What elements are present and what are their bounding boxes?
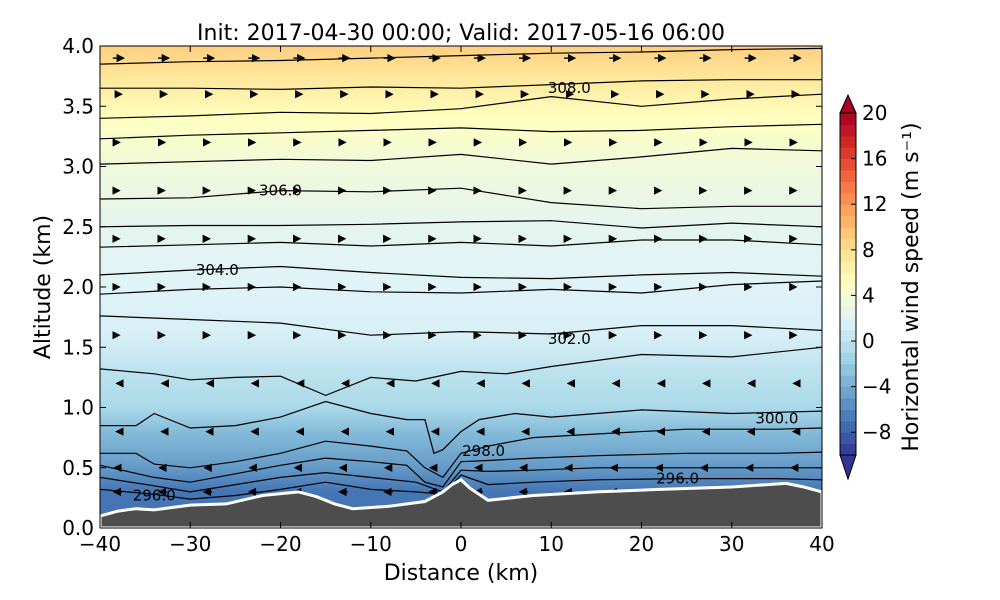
y-tick-label: 4.0 bbox=[62, 34, 94, 58]
colorbar-band bbox=[840, 124, 856, 137]
contour-label: 300.0 bbox=[755, 409, 798, 427]
y-tick-label: 0.0 bbox=[62, 516, 94, 540]
colorbar-tick-label: 20 bbox=[862, 101, 887, 125]
y-axis-ticks: 0.0 0.5 1.0 1.5 2.0 2.5 3.0 3.5 4.0 bbox=[62, 34, 822, 540]
colorbar-band bbox=[840, 352, 856, 365]
colorbar-band bbox=[840, 147, 856, 160]
colorbar-band bbox=[840, 215, 856, 228]
colorbar-tick-label: 4 bbox=[862, 283, 875, 307]
y-tick-label: 1.0 bbox=[62, 396, 94, 420]
colorbar-band bbox=[840, 295, 856, 308]
colorbar-band bbox=[840, 329, 856, 342]
colorbar-band bbox=[840, 249, 856, 262]
colorbar-band bbox=[840, 398, 856, 410]
contour-line bbox=[100, 265, 822, 280]
x-tick-label: 0 bbox=[455, 532, 468, 556]
colorbar-extend-min bbox=[839, 454, 857, 481]
x-axis-label: Distance (km) bbox=[384, 561, 539, 586]
colorbar-band bbox=[840, 261, 856, 274]
colorbar-band bbox=[840, 238, 856, 251]
y-tick-label: 3.0 bbox=[62, 155, 94, 179]
contour-line bbox=[100, 451, 822, 488]
wind-vector-field bbox=[112, 53, 802, 497]
colorbar: −8 −4 0 4 8 12 16 20 bbox=[839, 93, 891, 481]
colorbar-tick-label: 8 bbox=[862, 238, 875, 262]
colorbar-frame bbox=[839, 112, 857, 456]
colorbar-tick-label: 0 bbox=[862, 329, 875, 353]
x-tick-label: 10 bbox=[539, 532, 564, 556]
colorbar-band bbox=[840, 318, 856, 331]
x-tick-label: −40 bbox=[79, 532, 121, 556]
y-tick-label: 3.5 bbox=[62, 94, 94, 118]
contour-label: 306.0 bbox=[259, 182, 302, 200]
x-tick-label: −30 bbox=[169, 532, 211, 556]
contour-label: 298.0 bbox=[462, 442, 505, 460]
x-tick-label: 20 bbox=[629, 532, 654, 556]
colorbar-band bbox=[840, 192, 856, 205]
x-tick-label: 30 bbox=[719, 532, 744, 556]
contour-line bbox=[100, 315, 822, 336]
colorbar-tick-label: −4 bbox=[862, 375, 891, 399]
potential-temperature-contours bbox=[100, 47, 822, 500]
chart-title: Init: 2017-04-30 00:00; Valid: 2017-05-1… bbox=[197, 21, 725, 46]
colorbar-band bbox=[840, 409, 856, 422]
colorbar-band bbox=[840, 272, 856, 285]
colorbar-band bbox=[840, 363, 856, 376]
colorbar-band bbox=[840, 375, 856, 388]
colorbar-band bbox=[840, 170, 856, 182]
colorbar-band bbox=[840, 135, 856, 148]
colorbar-band bbox=[840, 204, 856, 217]
contour-labels: 296.0 298.0 296.0 300.0 302.0 304.0 306.0 308.0 bbox=[133, 79, 799, 505]
x-tick-label: −20 bbox=[259, 532, 301, 556]
contour-line bbox=[100, 400, 822, 455]
y-tick-label: 2.0 bbox=[62, 275, 94, 299]
colorbar-band bbox=[840, 432, 856, 445]
colorbar-band bbox=[840, 443, 856, 456]
colorbar-band bbox=[840, 113, 856, 125]
contour-line bbox=[100, 467, 822, 493]
colorbar-band bbox=[840, 420, 856, 433]
y-tick-label: 1.5 bbox=[62, 335, 94, 359]
colorbar-label: Horizontal wind speed (m s⁻¹) bbox=[899, 122, 924, 451]
x-axis-ticks: −40 −30 −20 −10 0 10 20 30 40 bbox=[79, 46, 835, 556]
colorbar-band bbox=[840, 227, 856, 239]
colorbar-band bbox=[840, 341, 856, 353]
colorbar-ticks: −8 −4 0 4 8 12 16 20 bbox=[851, 101, 891, 444]
contour-line bbox=[100, 220, 822, 229]
contour-line bbox=[100, 123, 822, 140]
y-tick-label: 2.5 bbox=[62, 215, 94, 239]
colorbar-tick-label: −8 bbox=[862, 420, 891, 444]
y-axis-label: Altitude (km) bbox=[31, 215, 56, 359]
colorbar-extend-max bbox=[839, 93, 857, 114]
colorbar-bands bbox=[840, 113, 856, 456]
contour-line bbox=[100, 147, 822, 165]
x-tick-label: 40 bbox=[809, 532, 834, 556]
contour-label: 296.0 bbox=[133, 487, 176, 505]
contour-label: 296.0 bbox=[656, 470, 699, 488]
x-tick-label: −10 bbox=[350, 532, 392, 556]
contour-label: 304.0 bbox=[196, 261, 239, 279]
colorbar-band bbox=[840, 158, 856, 171]
plot-area: 296.0 298.0 296.0 300.0 302.0 304.0 306.0 308.0 bbox=[100, 46, 822, 528]
colorbar-tick-label: 16 bbox=[862, 147, 887, 171]
contour-label: 308.0 bbox=[548, 79, 591, 97]
colorbar-tick-label: 12 bbox=[862, 192, 887, 216]
colorbar-band bbox=[840, 306, 856, 319]
terrain-profile bbox=[100, 477, 822, 528]
colorbar-band bbox=[840, 386, 856, 399]
contour-line bbox=[100, 47, 822, 65]
colorbar-band bbox=[840, 284, 856, 296]
contour-line bbox=[100, 93, 822, 119]
contour-label: 302.0 bbox=[548, 330, 591, 348]
contour-line bbox=[100, 79, 822, 91]
y-tick-label: 0.5 bbox=[62, 456, 94, 480]
colorbar-band bbox=[840, 181, 856, 194]
contour-line bbox=[100, 187, 822, 210]
